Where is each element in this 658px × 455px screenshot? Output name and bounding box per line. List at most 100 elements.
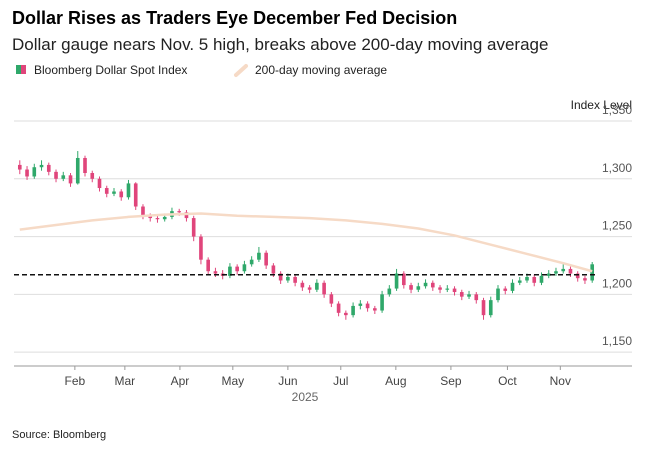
x-tick-label: Aug <box>385 374 406 388</box>
candle-body <box>286 277 290 281</box>
candle-body <box>510 282 515 291</box>
candle-body <box>329 294 334 304</box>
chart-subtitle: Dollar gauge nears Nov. 5 high, breaks a… <box>12 35 548 54</box>
candle-body <box>575 273 580 279</box>
candle-body <box>25 169 29 177</box>
candle-body <box>133 183 138 207</box>
candle-body <box>54 171 58 179</box>
candle-body <box>307 287 312 290</box>
candle-body <box>206 259 210 272</box>
candle-body <box>409 285 413 290</box>
y-tick-label: 1,300 <box>602 161 632 175</box>
candle-body <box>17 164 22 170</box>
candle-body <box>213 271 218 274</box>
legend-label: Bloomberg Dollar Spot Index <box>34 63 187 77</box>
candle-body <box>177 211 182 213</box>
candle-body <box>554 271 558 274</box>
candle-body <box>68 175 73 184</box>
candle-body <box>590 264 595 281</box>
chart-title: Dollar Rises as Traders Eye December Fed… <box>12 8 457 28</box>
candle-body <box>104 188 109 194</box>
candle-body <box>184 212 189 219</box>
candle-body <box>365 303 370 309</box>
candle-body <box>90 173 95 179</box>
candle-body <box>46 164 51 172</box>
candle-body <box>445 288 450 290</box>
candle-body <box>503 288 508 291</box>
y-tick-label: 1,200 <box>602 276 632 290</box>
candle-body <box>278 273 283 281</box>
candle-body <box>474 294 479 301</box>
candle-body <box>373 308 377 311</box>
candle-body <box>315 282 319 290</box>
candle-body <box>358 303 363 306</box>
candle-body <box>394 273 399 289</box>
candle-body <box>561 268 566 272</box>
legend-icon-up <box>16 65 21 74</box>
candle-body <box>488 300 493 316</box>
legend-icon-line <box>234 64 248 77</box>
candle-body <box>249 259 254 265</box>
candle-body <box>61 175 66 179</box>
candle-body <box>162 216 167 220</box>
x-tick-label: May <box>221 374 244 388</box>
candle-body <box>228 266 232 276</box>
candle-body <box>112 191 116 194</box>
candle-body <box>402 273 406 286</box>
candle-body <box>481 300 486 316</box>
candle-body <box>155 218 160 220</box>
x-tick-label: Sep <box>440 374 462 388</box>
y-tick-label: 1,350 <box>602 103 632 117</box>
candle-body <box>583 278 587 281</box>
candle-body <box>546 273 551 276</box>
legend-label: 200-day moving average <box>255 63 387 77</box>
candle-body <box>148 215 153 219</box>
candle-body <box>539 275 544 283</box>
candle-body <box>568 268 573 274</box>
candle-body <box>380 294 384 311</box>
candle-body <box>97 178 102 189</box>
candle-body <box>300 282 305 288</box>
candle-body <box>452 288 457 293</box>
legend-icon-down <box>21 65 26 74</box>
candle-body <box>430 282 435 288</box>
candle-body <box>257 252 261 260</box>
candle-body <box>416 286 421 290</box>
candle-body <box>32 167 37 177</box>
candle-body <box>126 183 131 198</box>
candle-body <box>39 164 44 168</box>
candle-body <box>264 252 268 266</box>
x-tick-label: Oct <box>498 374 517 388</box>
y-tick-label: 1,250 <box>602 219 632 233</box>
x-tick-label: Apr <box>171 374 190 388</box>
candle-body <box>387 288 392 295</box>
candle-body <box>242 264 247 272</box>
candle-body <box>119 191 124 198</box>
candle-body <box>199 236 203 260</box>
y-axis-label: Index Level <box>571 98 632 112</box>
candle-body <box>336 303 341 313</box>
candle-body <box>293 277 297 283</box>
x-tick-label: Mar <box>115 374 136 388</box>
candle-body <box>235 266 239 272</box>
candle-body <box>141 206 145 216</box>
moving-average-line <box>19 212 593 273</box>
candle-body <box>423 282 428 287</box>
candle-body <box>75 157 80 184</box>
candle-body <box>344 312 348 316</box>
source: Source: Bloomberg <box>12 429 106 441</box>
x-tick-label: Jun <box>278 374 297 388</box>
candle-body <box>496 288 500 301</box>
candle-body <box>517 280 522 283</box>
x-tick-label: Nov <box>550 374 571 388</box>
y-tick-label: 1,150 <box>602 334 632 348</box>
candle-body <box>83 157 87 174</box>
candle-body <box>467 294 471 297</box>
x-axis-label: 2025 <box>292 390 319 404</box>
candle-body <box>532 277 537 283</box>
candle-body <box>271 265 276 274</box>
candle-body <box>322 282 326 295</box>
candle-body <box>459 292 464 297</box>
candle-body <box>525 277 529 281</box>
